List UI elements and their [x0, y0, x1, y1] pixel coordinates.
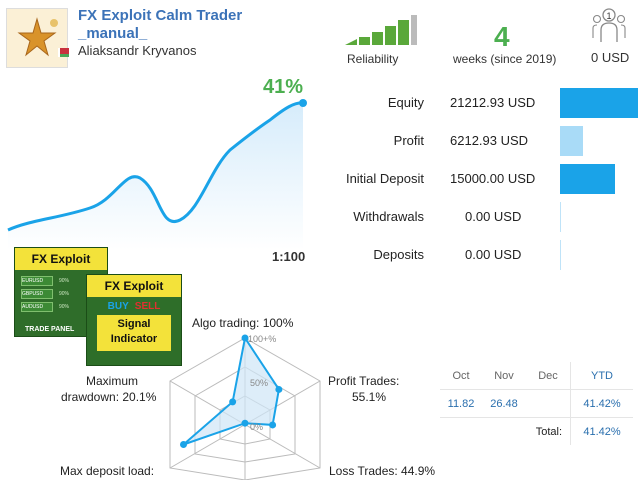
- radar-label-drawdown-line2: drawdown: 20.1%: [61, 390, 157, 404]
- radar-label-algo: Algo trading: 100%: [192, 316, 294, 330]
- stat-value-profit: 6212.93 USD: [450, 133, 529, 148]
- badge-row-3: AUDUSD 90%: [21, 302, 69, 312]
- stat-label-deposits: Deposits: [373, 247, 424, 262]
- trade-panel-title: FX Exploit: [15, 248, 107, 270]
- radar-tick-0: 0%: [250, 422, 263, 432]
- returns-header-row: Oct Nov Dec YTD: [440, 362, 633, 390]
- header-oct: Oct: [452, 369, 470, 382]
- badge-row-2-pct: 90%: [59, 291, 70, 297]
- header-dec: Dec: [538, 369, 558, 382]
- stat-label-profit: Profit: [393, 133, 424, 148]
- stat-value-initial-deposit: 15000.00 USD: [450, 171, 536, 186]
- radar-label-profit-line1: Profit Trades:: [328, 374, 400, 388]
- cell-oct: 11.82: [447, 397, 475, 410]
- stat-bar-profit: [560, 126, 583, 156]
- reliability-label: Reliability: [347, 52, 399, 66]
- belarus-flag-icon: [58, 44, 69, 57]
- signal-title[interactable]: FX Exploit Calm Trader _manual_: [78, 7, 278, 43]
- radar-label-deposit-load: Max deposit load:: [60, 464, 155, 478]
- radar-label-drawdown-line1: Maximum: [86, 374, 139, 388]
- returns-total-row: Total: 41.42%: [440, 417, 633, 445]
- growth-chart[interactable]: [0, 90, 310, 250]
- monthly-returns-table: Oct Nov Dec YTD 11.82 26.48 41.42% Total…: [440, 362, 633, 445]
- growth-endpoint: [299, 99, 307, 107]
- buy-label: BUY: [107, 301, 129, 312]
- author-avatar[interactable]: [6, 8, 68, 68]
- cell-dec: [526, 390, 571, 418]
- growth-percent: 41%: [263, 76, 304, 98]
- total-label: Total:: [535, 425, 562, 438]
- radar-point-profit: [275, 385, 283, 393]
- growth-line: [7, 101, 304, 232]
- title-line-1[interactable]: FX Exploit Calm Trader: [78, 7, 243, 24]
- radar-values-polygon: [182, 335, 280, 446]
- badge-row-1-pct: 90%: [59, 278, 70, 284]
- cell-nov: 26.48: [490, 397, 518, 410]
- stat-bar-withdrawals: [560, 202, 561, 232]
- subscribers-icon: 1: [592, 8, 626, 42]
- signal-indicator-title: FX Exploit: [87, 275, 181, 297]
- cell-ytd: 41.42%: [570, 389, 633, 418]
- radar-label-loss: Loss Trades: 44.9%: [329, 464, 436, 478]
- growth-area: [8, 102, 303, 250]
- buy-sell-text: BUY SELL: [87, 301, 181, 312]
- weeks-label: weeks (since 2019): [453, 52, 557, 66]
- total-value: 41.42%: [570, 417, 633, 445]
- radar-point-drawdown: [229, 398, 237, 406]
- radar-label-profit-line2: 55.1%: [352, 390, 387, 404]
- returns-row-2019: 11.82 26.48 41.42%: [440, 389, 633, 418]
- radar-point-algo: [241, 334, 249, 342]
- subscribers-count: 1: [606, 11, 611, 21]
- radar-tick-100: 100+%: [248, 334, 276, 344]
- header-ytd: YTD: [570, 362, 633, 390]
- starfish-logo-icon: [7, 9, 67, 67]
- radar-point-deposit_load: [180, 441, 188, 448]
- subscription-price: 0 USD: [591, 50, 630, 65]
- signal-box-line-1: Signal: [117, 318, 151, 330]
- badge-row-3-label: AUDUSD: [22, 304, 44, 310]
- author-name[interactable]: Aliaksandr Kryvanos: [78, 43, 197, 58]
- badge-row-2-label: GBPUSD: [22, 291, 44, 297]
- badge-row-1-label: EURUSD: [22, 278, 44, 284]
- stat-bar-equity: [560, 88, 638, 118]
- stat-bar-deposits: [560, 240, 561, 270]
- signal-indicator-ad[interactable]: FX Exploit BUY SELL Signal Indicator: [86, 274, 182, 366]
- reliability-bars-icon: [345, 15, 417, 45]
- leverage-value: 1:100: [272, 249, 306, 264]
- badge-row-3-pct: 90%: [59, 304, 70, 310]
- stat-value-withdrawals: 0.00 USD: [465, 209, 522, 224]
- stat-value-equity: 21212.93 USD: [450, 95, 536, 110]
- stat-label-equity: Equity: [387, 95, 424, 110]
- stat-label-withdrawals: Withdrawals: [353, 209, 424, 224]
- weeks-count: 4: [494, 21, 510, 52]
- header-nov: Nov: [494, 369, 514, 382]
- stat-bar-initial-deposit: [560, 164, 615, 194]
- stat-label-initial-deposit: Initial Deposit: [345, 171, 424, 186]
- badge-row-1: EURUSD 90%: [21, 276, 69, 286]
- badge-row-2: GBPUSD 90%: [21, 289, 69, 299]
- title-line-2[interactable]: _manual_: [78, 25, 148, 42]
- radar-point-bottom: [241, 419, 249, 427]
- trade-panel-footer: TRADE PANEL: [25, 326, 75, 333]
- radar-chart[interactable]: 100+% 50% 0%: [160, 330, 330, 480]
- signal-indicator-box: Signal Indicator: [97, 315, 171, 351]
- radar-point-loss: [269, 421, 277, 429]
- signal-box-line-2: Indicator: [110, 333, 158, 345]
- radar-tick-50: 50%: [250, 378, 268, 388]
- stat-value-deposits: 0.00 USD: [465, 247, 522, 262]
- sell-label: SELL: [134, 301, 161, 312]
